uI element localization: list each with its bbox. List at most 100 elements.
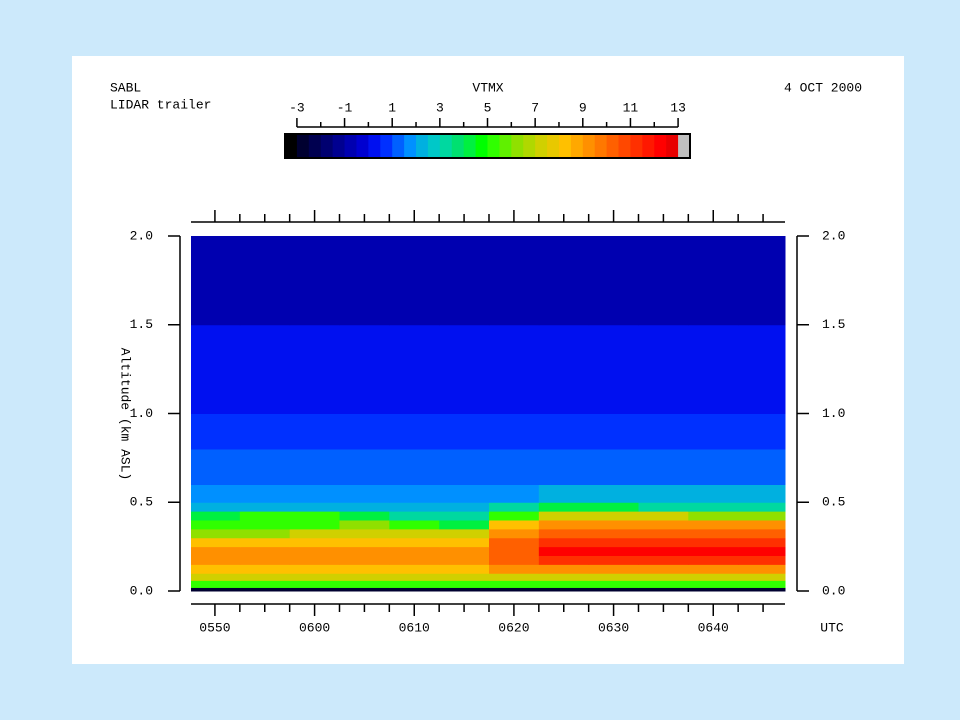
cell [389,502,440,512]
cell [239,449,291,485]
colorbar-tick-label: 9 [579,100,587,115]
cell [389,580,440,588]
cell [688,528,739,539]
colorbar-swatch [630,134,643,158]
cell [588,564,639,574]
cell [688,580,739,588]
cell [439,537,490,548]
cell [688,587,739,592]
colorbar-swatch [654,134,667,158]
cell [439,564,490,574]
cell [738,502,786,512]
colorbar-swatch [499,134,512,158]
cell [239,520,291,530]
colorbar-swatch [642,134,655,158]
cell [738,449,786,485]
cell [488,502,540,512]
cell [239,546,291,556]
cell [239,573,291,581]
colorbar-tick-label: 7 [531,100,539,115]
cell [738,546,786,556]
cell [638,413,689,450]
cell [488,484,540,503]
x-axis-label: UTC [820,620,844,635]
x-tick-label: 0550 [199,620,230,635]
cell [191,236,241,326]
cell [191,587,241,592]
cell [339,546,390,556]
colorbar-tick-label: -3 [289,100,305,115]
cell [289,580,340,588]
cell [588,520,639,530]
colorbar-swatch [392,134,405,158]
cell [638,564,689,574]
x-tick-label: 0600 [299,620,330,635]
cell [439,413,490,450]
colorbar-swatch [511,134,524,158]
cell [239,511,291,521]
cell [439,236,490,326]
cell [389,236,440,326]
cell [239,587,291,592]
cell [738,528,786,539]
cell [191,324,241,414]
cell [439,555,490,565]
cell [738,555,786,565]
cell [239,580,291,588]
cell [439,573,490,581]
cell [538,502,590,512]
colorbar-swatch [404,134,417,158]
cell [688,449,739,485]
cell [239,564,291,574]
cell [191,449,241,485]
colorbar-swatch [678,134,691,158]
y-tick-label: 0.5 [130,495,153,510]
instrument: LIDAR trailer [110,97,211,112]
cell [289,546,340,556]
cell [738,484,786,503]
colorbar-swatch [475,134,488,158]
cell [488,236,540,326]
colorbar-swatch [368,134,381,158]
colorbar-swatch [570,134,584,158]
colorbar-swatch [356,134,369,158]
cell [638,520,689,530]
cell [538,520,590,530]
cell [339,580,390,588]
cell [389,546,440,556]
cell [538,564,590,574]
cell [638,511,689,521]
cell [439,324,490,414]
cell [638,555,689,565]
cell [339,520,390,530]
cell [688,564,739,574]
y-axis-label: Altitude (km ASL) [118,348,133,481]
y-tick-label-right: 1.0 [822,406,845,421]
cell [439,580,490,588]
cell [191,520,241,530]
cell [191,413,241,450]
cell [339,587,390,592]
cell [191,564,241,574]
cell [339,413,390,450]
cell [389,564,440,574]
cell [488,587,540,592]
cell [538,528,590,539]
colorbar-swatch [535,134,548,158]
cell [488,520,540,530]
cell [638,502,689,512]
cell [239,484,291,503]
cell [389,587,440,592]
cell [339,324,390,414]
colorbar-tick-label: 1 [388,100,396,115]
colorbar-swatch [547,134,560,158]
cell [191,573,241,581]
cell [538,413,590,450]
colorbar-swatch [463,134,477,158]
cell [538,484,590,503]
cell [339,555,390,565]
cell [389,324,440,414]
cell [738,520,786,530]
cell [191,511,241,521]
